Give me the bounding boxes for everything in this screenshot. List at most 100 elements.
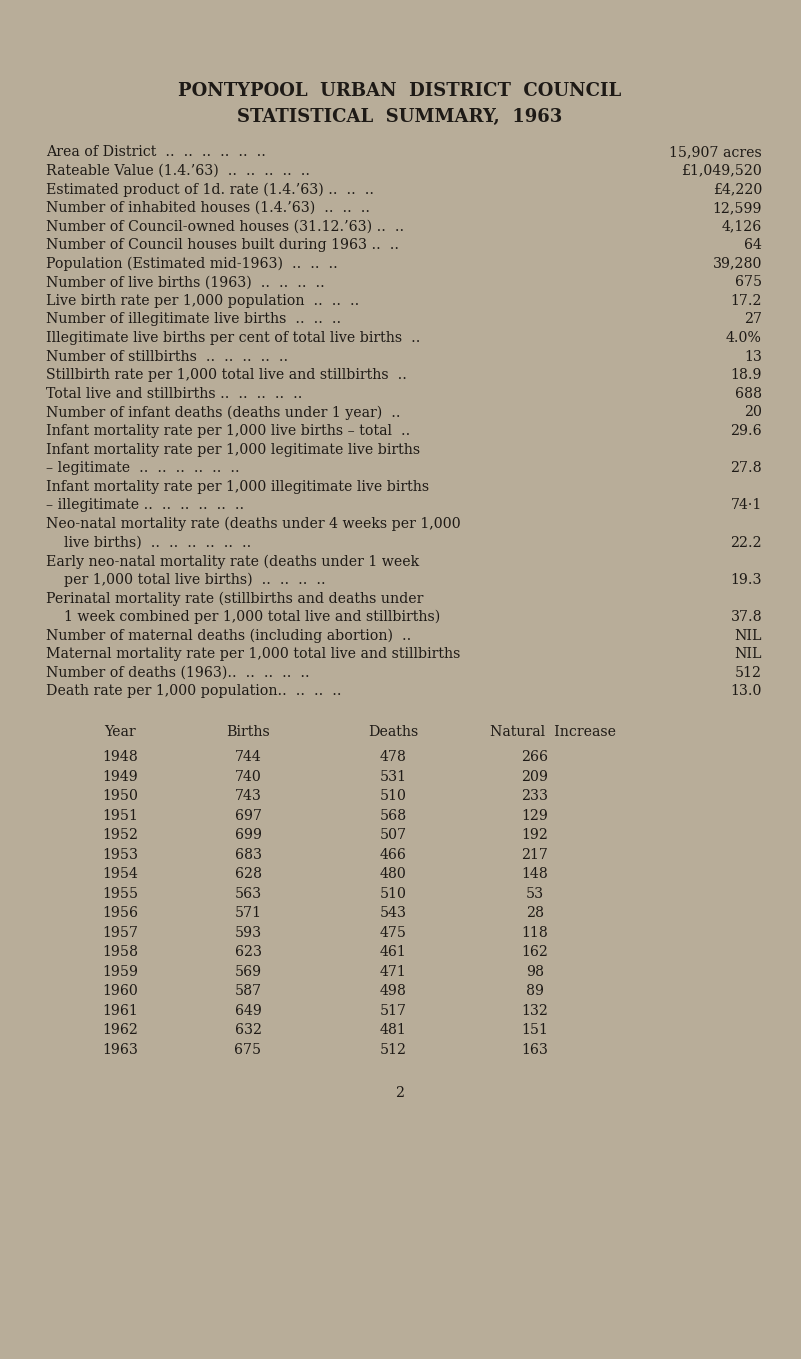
Text: – legitimate  ..  ..  ..  ..  ..  ..: – legitimate .. .. .. .. .. .. — [46, 461, 239, 476]
Text: 744: 744 — [235, 750, 261, 764]
Text: Number of inhabited houses (1.4.’63)  ..  ..  ..: Number of inhabited houses (1.4.’63) .. … — [46, 201, 370, 215]
Text: 571: 571 — [235, 906, 261, 920]
Text: 19.3: 19.3 — [731, 572, 762, 587]
Text: 1955: 1955 — [102, 887, 138, 901]
Text: 517: 517 — [380, 1004, 406, 1018]
Text: 209: 209 — [521, 769, 549, 784]
Text: Deaths: Deaths — [368, 724, 418, 739]
Text: 628: 628 — [235, 867, 261, 882]
Text: 27: 27 — [744, 313, 762, 326]
Text: 12,599: 12,599 — [713, 201, 762, 215]
Text: 192: 192 — [521, 829, 549, 843]
Text: 1952: 1952 — [102, 829, 138, 843]
Text: Number of live births (1963)  ..  ..  ..  ..: Number of live births (1963) .. .. .. .. — [46, 276, 324, 289]
Text: Population (Estimated mid-1963)  ..  ..  ..: Population (Estimated mid-1963) .. .. .. — [46, 257, 338, 270]
Text: Neo-natal mortality rate (deaths under 4 weeks per 1,000: Neo-natal mortality rate (deaths under 4… — [46, 516, 461, 531]
Text: 743: 743 — [235, 790, 261, 803]
Text: 151: 151 — [521, 1023, 549, 1037]
Text: 1962: 1962 — [102, 1023, 138, 1037]
Text: Perinatal mortality rate (stillbirths and deaths under: Perinatal mortality rate (stillbirths an… — [46, 591, 424, 606]
Text: 118: 118 — [521, 925, 549, 940]
Text: 1960: 1960 — [102, 984, 138, 999]
Text: 129: 129 — [521, 809, 549, 822]
Text: 675: 675 — [735, 276, 762, 289]
Text: 1954: 1954 — [102, 867, 138, 882]
Text: 1948: 1948 — [102, 750, 138, 764]
Text: 1961: 1961 — [102, 1004, 138, 1018]
Text: Number of maternal deaths (including abortion)  ..: Number of maternal deaths (including abo… — [46, 629, 411, 643]
Text: 1951: 1951 — [102, 809, 138, 822]
Text: £4,220: £4,220 — [713, 182, 762, 196]
Text: 74·1: 74·1 — [731, 499, 762, 512]
Text: PONTYPOOL  URBAN  DISTRICT  COUNCIL: PONTYPOOL URBAN DISTRICT COUNCIL — [179, 82, 622, 101]
Text: STATISTICAL  SUMMARY,  1963: STATISTICAL SUMMARY, 1963 — [237, 107, 562, 126]
Text: 2: 2 — [396, 1086, 405, 1099]
Text: 740: 740 — [235, 769, 261, 784]
Text: Death rate per 1,000 population..  ..  ..  ..: Death rate per 1,000 population.. .. .. … — [46, 685, 341, 699]
Text: 1956: 1956 — [102, 906, 138, 920]
Text: 568: 568 — [380, 809, 407, 822]
Text: 461: 461 — [380, 946, 406, 959]
Text: 498: 498 — [380, 984, 406, 999]
Text: 563: 563 — [235, 887, 262, 901]
Text: 675: 675 — [235, 1042, 262, 1057]
Text: 22.2: 22.2 — [731, 535, 762, 549]
Text: 481: 481 — [380, 1023, 406, 1037]
Text: 632: 632 — [235, 1023, 261, 1037]
Text: Infant mortality rate per 1,000 illegitimate live births: Infant mortality rate per 1,000 illegiti… — [46, 480, 429, 493]
Text: 649: 649 — [235, 1004, 261, 1018]
Text: Number of infant deaths (deaths under 1 year)  ..: Number of infant deaths (deaths under 1 … — [46, 405, 400, 420]
Text: 1949: 1949 — [102, 769, 138, 784]
Text: 13.0: 13.0 — [731, 685, 762, 699]
Text: 13: 13 — [744, 349, 762, 364]
Text: 466: 466 — [380, 848, 406, 862]
Text: Number of Council houses built during 1963 ..  ..: Number of Council houses built during 19… — [46, 238, 399, 251]
Text: 4,126: 4,126 — [722, 219, 762, 234]
Text: 20: 20 — [744, 405, 762, 420]
Text: 507: 507 — [380, 829, 407, 843]
Text: 1957: 1957 — [102, 925, 138, 940]
Text: 512: 512 — [380, 1042, 406, 1057]
Text: Illegitimate live births per cent of total live births  ..: Illegitimate live births per cent of tot… — [46, 332, 421, 345]
Text: 478: 478 — [380, 750, 406, 764]
Text: 480: 480 — [380, 867, 406, 882]
Text: 1959: 1959 — [102, 965, 138, 978]
Text: 543: 543 — [380, 906, 406, 920]
Text: 471: 471 — [380, 965, 406, 978]
Text: 510: 510 — [380, 887, 406, 901]
Text: 148: 148 — [521, 867, 549, 882]
Text: 531: 531 — [380, 769, 406, 784]
Text: 162: 162 — [521, 946, 549, 959]
Text: Number of deaths (1963)..  ..  ..  ..  ..: Number of deaths (1963).. .. .. .. .. — [46, 666, 310, 680]
Text: 593: 593 — [235, 925, 262, 940]
Text: 1963: 1963 — [102, 1042, 138, 1057]
Text: Rateable Value (1.4.’63)  ..  ..  ..  ..  ..: Rateable Value (1.4.’63) .. .. .. .. .. — [46, 163, 310, 178]
Text: 29.6: 29.6 — [731, 424, 762, 438]
Text: 163: 163 — [521, 1042, 549, 1057]
Text: Natural  Increase: Natural Increase — [490, 724, 616, 739]
Text: 1953: 1953 — [102, 848, 138, 862]
Text: 233: 233 — [521, 790, 549, 803]
Text: 4.0%: 4.0% — [727, 332, 762, 345]
Text: per 1,000 total live births)  ..  ..  ..  ..: per 1,000 total live births) .. .. .. .. — [46, 572, 326, 587]
Text: 18.9: 18.9 — [731, 368, 762, 382]
Text: Total live and stillbirths ..  ..  ..  ..  ..: Total live and stillbirths .. .. .. .. .… — [46, 387, 302, 401]
Text: 1958: 1958 — [102, 946, 138, 959]
Text: live births)  ..  ..  ..  ..  ..  ..: live births) .. .. .. .. .. .. — [46, 535, 252, 549]
Text: Early neo-natal mortality rate (deaths under 1 week: Early neo-natal mortality rate (deaths u… — [46, 554, 419, 568]
Text: Infant mortality rate per 1,000 legitimate live births: Infant mortality rate per 1,000 legitima… — [46, 443, 421, 457]
Text: 512: 512 — [735, 666, 762, 680]
Text: 37.8: 37.8 — [731, 610, 762, 624]
Text: Infant mortality rate per 1,000 live births – total  ..: Infant mortality rate per 1,000 live bir… — [46, 424, 410, 438]
Text: NIL: NIL — [735, 629, 762, 643]
Text: Area of District  ..  ..  ..  ..  ..  ..: Area of District .. .. .. .. .. .. — [46, 145, 266, 159]
Text: 1950: 1950 — [102, 790, 138, 803]
Text: 27.8: 27.8 — [731, 461, 762, 476]
Text: Live birth rate per 1,000 population  ..  ..  ..: Live birth rate per 1,000 population .. … — [46, 294, 360, 307]
Text: NIL: NIL — [735, 647, 762, 662]
Text: 569: 569 — [235, 965, 262, 978]
Text: Number of illegitimate live births  ..  ..  ..: Number of illegitimate live births .. ..… — [46, 313, 341, 326]
Text: Births: Births — [226, 724, 270, 739]
Text: 587: 587 — [235, 984, 262, 999]
Text: 1 week combined per 1,000 total live and stillbirths): 1 week combined per 1,000 total live and… — [46, 610, 441, 624]
